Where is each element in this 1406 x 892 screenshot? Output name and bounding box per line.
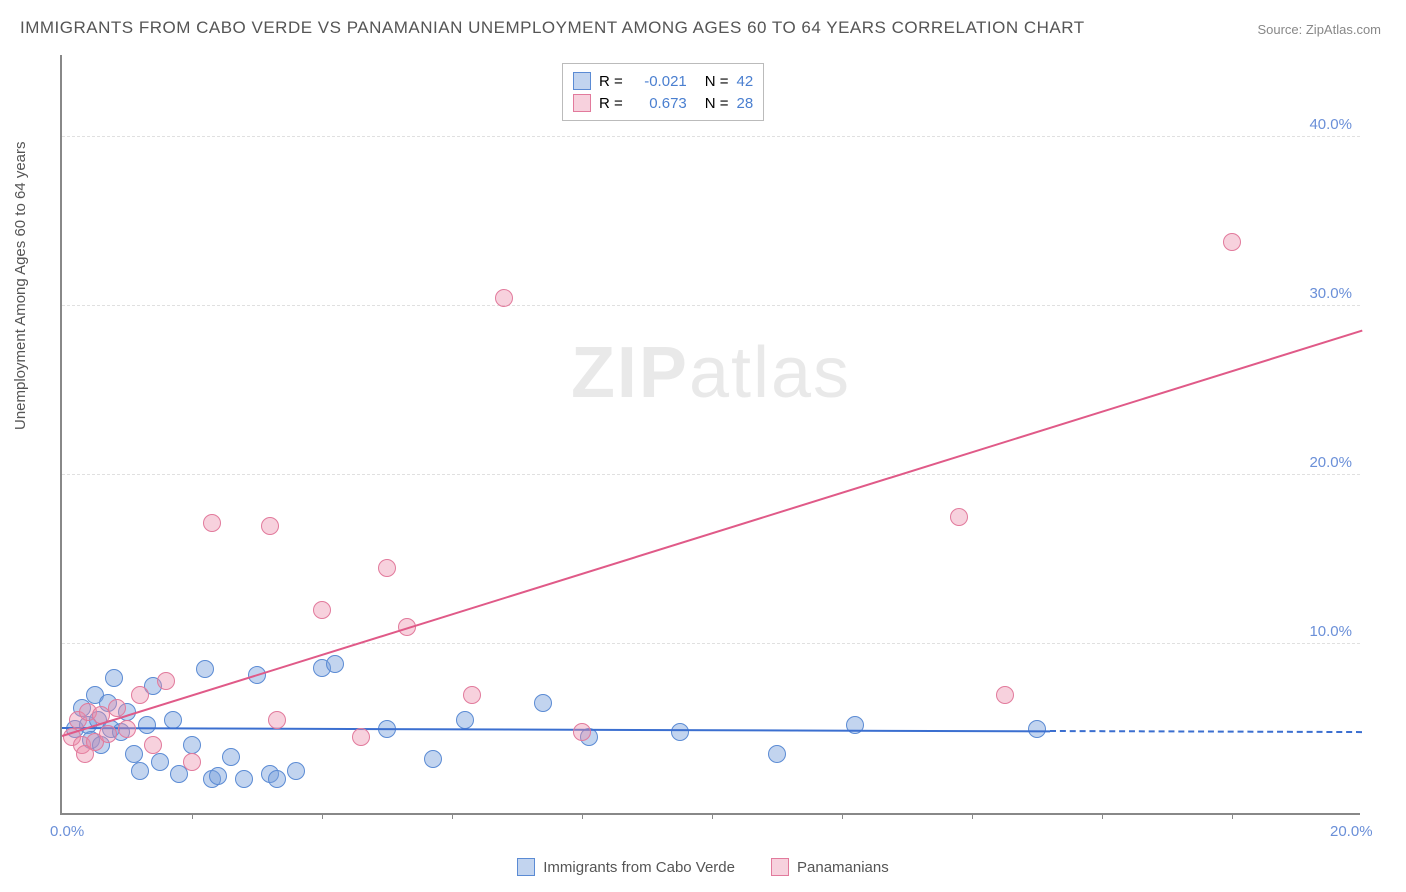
x-tick-label: 0.0% bbox=[50, 823, 84, 840]
legend-series-label: Panamanians bbox=[797, 859, 889, 876]
legend-row: R = 0.673 N = 28 bbox=[573, 92, 753, 114]
data-point bbox=[99, 725, 117, 743]
data-point bbox=[222, 748, 240, 766]
legend-series-label: Immigrants from Cabo Verde bbox=[543, 859, 735, 876]
data-point bbox=[144, 736, 162, 754]
gridline bbox=[62, 305, 1360, 306]
gridline bbox=[62, 474, 1360, 475]
data-point bbox=[313, 601, 331, 619]
legend-n-label: N = bbox=[705, 95, 729, 112]
watermark: ZIPatlas bbox=[571, 332, 851, 414]
y-tick-label: 20.0% bbox=[1309, 454, 1352, 471]
y-tick-label: 30.0% bbox=[1309, 285, 1352, 302]
chart-title: IMMIGRANTS FROM CABO VERDE VS PANAMANIAN… bbox=[20, 18, 1085, 38]
x-tick-mark bbox=[972, 813, 973, 819]
legend-n-value: 42 bbox=[737, 73, 754, 90]
gridline bbox=[62, 136, 1360, 137]
trend-line bbox=[62, 727, 1050, 732]
data-point bbox=[326, 655, 344, 673]
data-point bbox=[235, 770, 253, 788]
data-point bbox=[105, 669, 123, 687]
correlation-legend: R = -0.021 N = 42 R = 0.673 N = 28 bbox=[562, 63, 764, 121]
data-point bbox=[352, 728, 370, 746]
legend-r-label: R = bbox=[599, 73, 623, 90]
data-point bbox=[950, 508, 968, 526]
plot-area: ZIPatlas R = -0.021 N = 42 R = 0.673 N = 28 10.… bbox=[60, 55, 1360, 815]
y-axis-label: Unemployment Among Ages 60 to 64 years bbox=[12, 141, 29, 430]
x-tick-mark bbox=[452, 813, 453, 819]
legend-swatch bbox=[573, 94, 591, 112]
legend-row: R = -0.021 N = 42 bbox=[573, 70, 753, 92]
data-point bbox=[209, 767, 227, 785]
data-point bbox=[183, 736, 201, 754]
legend-r-value: 0.673 bbox=[631, 95, 687, 112]
data-point bbox=[268, 770, 286, 788]
data-point bbox=[203, 514, 221, 532]
x-tick-mark bbox=[712, 813, 713, 819]
data-point bbox=[768, 745, 786, 763]
data-point bbox=[131, 762, 149, 780]
x-tick-mark bbox=[192, 813, 193, 819]
y-tick-label: 40.0% bbox=[1309, 116, 1352, 133]
watermark-bold: ZIP bbox=[571, 333, 689, 413]
data-point bbox=[495, 289, 513, 307]
legend-r-label: R = bbox=[599, 95, 623, 112]
data-point bbox=[196, 660, 214, 678]
data-point bbox=[157, 672, 175, 690]
trend-line-extension bbox=[1050, 730, 1362, 733]
data-point bbox=[1028, 720, 1046, 738]
legend-item: Panamanians bbox=[771, 858, 889, 876]
data-point bbox=[996, 686, 1014, 704]
x-tick-mark bbox=[322, 813, 323, 819]
data-point bbox=[534, 694, 552, 712]
legend-n-value: 28 bbox=[737, 95, 754, 112]
data-point bbox=[151, 753, 169, 771]
data-point bbox=[424, 750, 442, 768]
x-tick-mark bbox=[842, 813, 843, 819]
legend-item: Immigrants from Cabo Verde bbox=[517, 858, 735, 876]
chart-container: IMMIGRANTS FROM CABO VERDE VS PANAMANIAN… bbox=[0, 0, 1406, 892]
data-point bbox=[378, 559, 396, 577]
x-tick-mark bbox=[582, 813, 583, 819]
y-tick-label: 10.0% bbox=[1309, 623, 1352, 640]
data-point bbox=[131, 686, 149, 704]
source-attribution: Source: ZipAtlas.com bbox=[1257, 22, 1381, 37]
data-point bbox=[1223, 233, 1241, 251]
watermark-light: atlas bbox=[689, 333, 851, 413]
legend-swatch bbox=[771, 858, 789, 876]
data-point bbox=[456, 711, 474, 729]
data-point bbox=[138, 716, 156, 734]
data-point bbox=[671, 723, 689, 741]
legend-swatch bbox=[573, 72, 591, 90]
series-legend: Immigrants from Cabo Verde Panamanians bbox=[0, 858, 1406, 880]
legend-r-value: -0.021 bbox=[631, 73, 687, 90]
data-point bbox=[268, 711, 286, 729]
data-point bbox=[118, 720, 136, 738]
x-tick-mark bbox=[1102, 813, 1103, 819]
data-point bbox=[125, 745, 143, 763]
data-point bbox=[463, 686, 481, 704]
trend-line bbox=[62, 330, 1363, 737]
legend-swatch bbox=[517, 858, 535, 876]
x-tick-label: 20.0% bbox=[1330, 823, 1373, 840]
x-tick-mark bbox=[1232, 813, 1233, 819]
data-point bbox=[287, 762, 305, 780]
legend-n-label: N = bbox=[705, 73, 729, 90]
data-point bbox=[573, 723, 591, 741]
data-point bbox=[261, 517, 279, 535]
gridline bbox=[62, 643, 1360, 644]
data-point bbox=[183, 753, 201, 771]
